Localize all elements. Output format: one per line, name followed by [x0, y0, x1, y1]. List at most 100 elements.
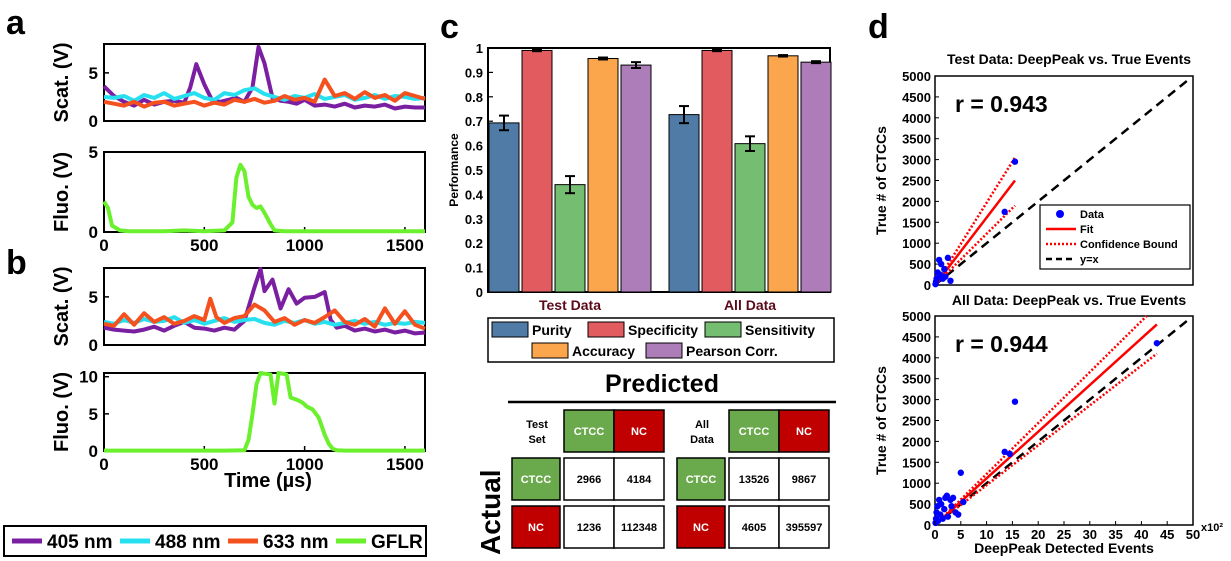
b-fluo-xtick-label: 1000 [286, 455, 324, 474]
d-top-data-point [942, 273, 949, 280]
a-fluo-xtick-label: 1000 [286, 236, 324, 255]
c-legend-label: Accuracy [572, 343, 635, 359]
c-bar-pearson-corr- [800, 61, 832, 293]
legend-ab: 405 nm 488 nm 633 nm GFLR [3, 525, 427, 557]
all-data-row-header-label: NC [693, 522, 709, 534]
a-fluo-xtick-label: 0 [99, 236, 108, 255]
d-x-multiplier: x10² [1201, 522, 1223, 534]
c-ytick-label: 0.1 [465, 261, 483, 276]
b-fluo-ytick-label: 10 [79, 368, 98, 387]
d-bottom-data-point [960, 498, 967, 506]
d-top-ytick-label: 5000 [902, 69, 931, 84]
a-fluo-frame [103, 151, 426, 233]
b-fluo-frame [103, 372, 426, 452]
d-xtick-label: 45 [1160, 527, 1174, 542]
d-bottom-data-point [943, 492, 951, 499]
d-top-title: Test Data: DeepPeak vs. True Events [947, 51, 1191, 67]
b-fluo-xtick-label: 500 [190, 455, 218, 474]
a-scat-ytick-label: 0 [89, 112, 98, 131]
c-ytick-label: 0 [476, 285, 483, 300]
test-set-row-header-label: NC [528, 522, 544, 534]
d-top-confidence-lower [934, 204, 1016, 286]
test-set-col-header-label: NC [631, 426, 647, 438]
test-set-cell [563, 505, 615, 549]
d-bottom-r-label: r = 0.944 [955, 331, 1048, 357]
c-bar-purity [668, 114, 700, 293]
d-legend-data-marker [1056, 210, 1064, 218]
c-legend-label: Specificity [628, 322, 698, 338]
all-data-cell [778, 457, 830, 501]
d-bottom-ytick-label: 1500 [902, 455, 931, 470]
legend-ab-label: GFLR [371, 532, 423, 553]
all-data-row-header-cell [676, 457, 726, 501]
c-legend-label: Purity [532, 322, 572, 338]
d-bottom-ylabel: True # of CTCCs [873, 366, 889, 475]
b-scat-frame [103, 267, 426, 346]
a-fluo-xtick-label: 500 [190, 236, 218, 255]
b-fluo-xtick-label: 1500 [386, 455, 424, 474]
d-legend-label: Data [1080, 209, 1105, 221]
all-data-col-header-label: CTCC [739, 426, 770, 438]
legend-ab-label: 488 nm [155, 532, 220, 553]
all-data-row-header-label: CTCC [686, 474, 717, 486]
b-xlabel: Time (µs) [224, 470, 312, 492]
c-ylabel: Performance [447, 133, 461, 207]
c-ytick-label: 0.7 [465, 114, 483, 129]
c-ytick-label: 0.6 [465, 139, 483, 154]
d-xtick-label: 30 [1083, 527, 1097, 542]
d-bottom-data-point [1006, 450, 1014, 458]
d-top-ytick-label: 2000 [902, 194, 931, 209]
d-bottom-ytick-label: 1000 [902, 476, 931, 491]
test-set-col-header-cell [613, 409, 665, 453]
b-scat-ytick-label: 5 [89, 288, 98, 307]
d-bottom-ytick-label: 3500 [902, 372, 931, 387]
d-xlabel: DeepPeak Detected Events [974, 540, 1154, 556]
a-scat-axes: 0 5 Scat. (V) [51, 42, 426, 131]
legend-ab-label: 633 nm [263, 532, 328, 553]
all-data-row-header-cell [676, 505, 726, 549]
all-data-cell-value: 9867 [792, 474, 816, 486]
panel-letter-c: c [440, 8, 459, 46]
b-fluo-axes: 0 5 10 Fluo. (V) 0 500 1000 1500 [51, 368, 426, 474]
b-fluo-series-GFLR [104, 371, 425, 453]
d-bottom-data-point [1011, 398, 1019, 405]
c-legend-swatch [531, 342, 569, 359]
all-data-cell-value: 4605 [742, 522, 766, 534]
d-xtick-label: 10 [979, 527, 993, 542]
d-bottom-ytick-label: 2500 [902, 414, 931, 429]
d-bottom-data-point [1153, 339, 1161, 347]
d-top-ytick-label: 3500 [902, 132, 931, 147]
panel-letter-a: a [6, 4, 26, 42]
d-bottom-ytick-label: 5000 [902, 309, 931, 324]
d-legend-label: Confidence Bound [1080, 239, 1178, 251]
d-bottom-ytick-label: 2000 [902, 434, 931, 449]
d-top-ytick-label: 2500 [902, 174, 931, 189]
predicted-label: Predicted [605, 370, 719, 398]
test-set-cell-value: 1236 [577, 522, 601, 534]
d-bottom-ytick-label: 4500 [902, 330, 931, 345]
d-bottom-data-point [937, 500, 945, 508]
d-xtick-label: 20 [1031, 527, 1045, 542]
panel-c-confusion-tables: Predicted Actual Test Set CTCC NC CTCC 2966 41… [475, 370, 836, 555]
test-set-corner-1: Test [526, 419, 548, 431]
a-fluo-ytick-label: 0 [89, 223, 98, 242]
b-scat-axes: 0 5 Scat. (V) [51, 266, 426, 355]
d-xtick-label: 40 [1134, 527, 1148, 542]
all-data-cell-value: 395597 [786, 522, 823, 534]
d-top-identity-line [934, 79, 1189, 286]
d-bottom-data-point [944, 513, 952, 520]
a-fluo-xtick-label: 1500 [386, 236, 424, 255]
d-top-data-point [937, 260, 945, 268]
test-set-cell [613, 505, 665, 549]
c-ytick-label: 0.9 [465, 65, 483, 80]
all-data-cell [728, 505, 780, 549]
d-legend-label: Fit [1080, 224, 1094, 236]
legend-ab-items: 405 nm 488 nm 633 nm GFLR [12, 532, 423, 553]
a-scat-frame [103, 43, 426, 122]
d-top-data-point [1001, 208, 1008, 216]
all-data-cell [778, 505, 830, 549]
test-set-row-header-cell [511, 457, 561, 501]
d-top-ylabel: True # of CTCCs [873, 126, 889, 235]
d-bottom-axes: All Data: DeepPeak vs. True Events 0 500 10… [873, 292, 1194, 533]
b-scat-ylabel: Scat. (V) [51, 266, 73, 346]
